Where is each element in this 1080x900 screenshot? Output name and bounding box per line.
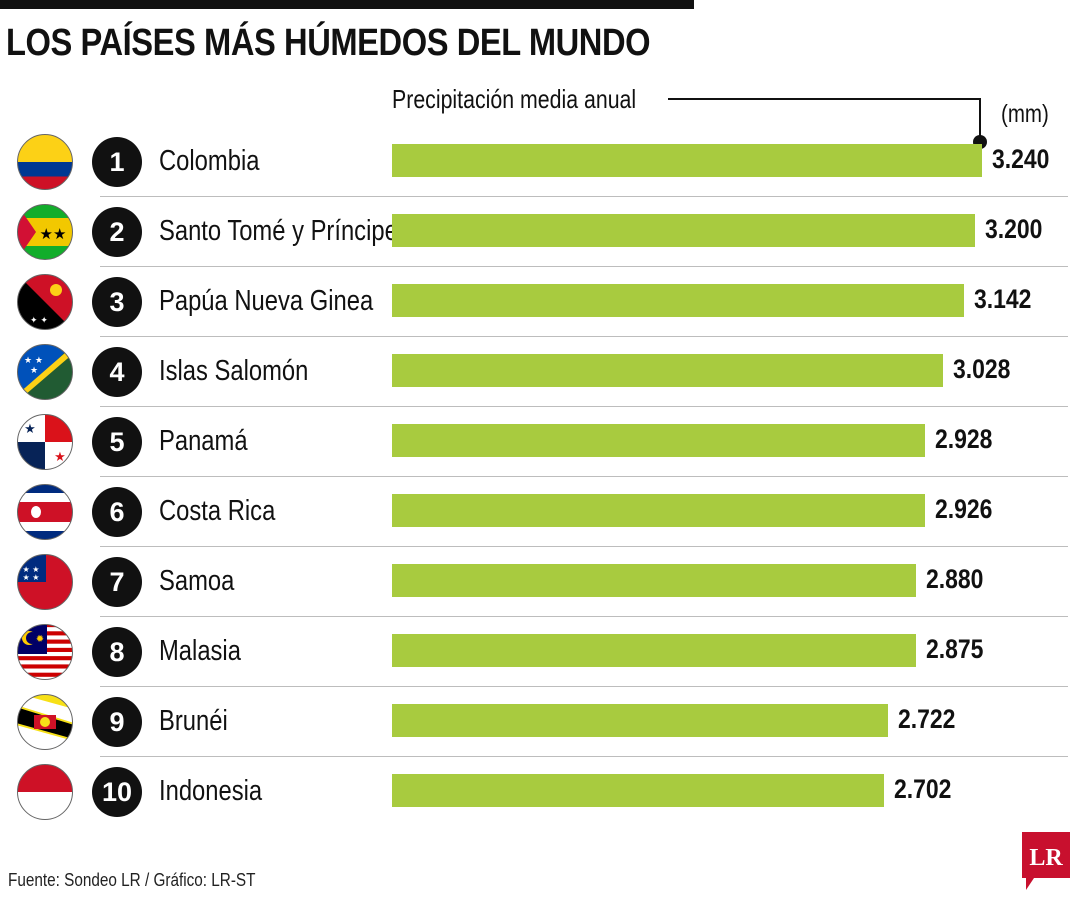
- category-label: Colombia: [159, 145, 260, 177]
- category-label: Costa Rica: [159, 495, 276, 527]
- category-label: Panamá: [159, 425, 248, 457]
- bar: [392, 704, 888, 737]
- bar: [392, 494, 925, 527]
- papua-new-guinea-flag-icon: ✦ ✦: [17, 274, 73, 330]
- value-label: 2.722: [897, 704, 956, 734]
- category-label: Islas Salomón: [159, 355, 309, 387]
- source-note: Fuente: Sondeo LR / Gráfico: LR-ST: [8, 870, 256, 890]
- row-divider: [100, 686, 1068, 687]
- colombia-flag-icon: [17, 134, 73, 190]
- lr-logo: LR: [1022, 832, 1070, 890]
- row-divider: [100, 546, 1068, 547]
- bar: [392, 214, 975, 247]
- unit-label: (mm): [1001, 100, 1049, 128]
- svg-text:★: ★: [24, 422, 36, 437]
- bar-row: ★ ★ ★ 4 Islas Salomón 3.028: [0, 337, 1080, 407]
- logo-text: LR: [1029, 845, 1063, 871]
- panama-flag-icon: ★★: [17, 414, 73, 470]
- brunei-flag-icon: [17, 694, 73, 750]
- costa-rica-flag-icon: [17, 484, 73, 540]
- callout-line-vertical: [979, 98, 981, 140]
- svg-text:✹: ✹: [36, 634, 44, 645]
- row-divider: [100, 336, 1068, 337]
- category-label: Papúa Nueva Ginea: [159, 285, 374, 317]
- value-label: 2.926: [934, 494, 993, 524]
- bar-row: ★ ★ 5 Panamá 2.928: [0, 407, 1080, 477]
- value-label: 2.928: [935, 424, 993, 454]
- rank-badge: 5: [92, 417, 142, 467]
- row-divider: [100, 476, 1068, 477]
- bar: [392, 144, 982, 177]
- svg-text:★: ★: [54, 450, 66, 465]
- sao-tome-flag-icon: ★★: [17, 204, 73, 260]
- bar-row: 1 Colombia 3.240: [0, 127, 1080, 197]
- bar: [392, 354, 944, 387]
- value-label: 3.200: [984, 214, 1043, 244]
- bar-row: 10 Indonesia 2.702: [0, 757, 1080, 827]
- row-divider: [100, 266, 1068, 267]
- row-divider: [100, 616, 1068, 617]
- chart-title: LOS PAÍSES MÁS HÚMEDOS DEL MUNDO: [6, 22, 651, 64]
- rank-badge: 2: [92, 207, 142, 257]
- row-divider: [100, 196, 1068, 197]
- svg-text:★ ★: ★ ★: [23, 565, 40, 574]
- category-label: Indonesia: [159, 775, 263, 807]
- value-label: 2.702: [894, 774, 952, 804]
- row-divider: [100, 406, 1068, 407]
- rank-badge: 10: [92, 767, 142, 817]
- value-label: 3.240: [992, 144, 1050, 174]
- bar: [392, 424, 926, 457]
- malaysia-flag-icon: ✹: [17, 624, 73, 680]
- category-label: Brunéi: [159, 705, 228, 737]
- rank-badge: 1: [92, 137, 142, 187]
- svg-text:★ ★: ★ ★: [24, 356, 43, 366]
- value-label: 3.142: [974, 284, 1032, 314]
- category-label: Santo Tomé y Príncipe: [159, 215, 398, 247]
- rank-badge: 9: [92, 697, 142, 747]
- category-label: Samoa: [159, 565, 235, 597]
- category-label: Malasia: [159, 635, 241, 667]
- svg-text:★★: ★★: [40, 225, 67, 243]
- bar-row: ✹ 8 Malasia 2.875: [0, 617, 1080, 687]
- bar-row: ★★ 2 Santo Tomé y Príncipe 3.200: [0, 197, 1080, 267]
- value-label: 2.880: [926, 564, 984, 594]
- indonesia-flag-icon: [17, 764, 73, 820]
- value-label: 2.875: [925, 634, 983, 664]
- solomon-islands-flag-icon: ★ ★★: [17, 344, 73, 400]
- rank-badge: 7: [92, 557, 142, 607]
- rank-badge: 4: [92, 347, 142, 397]
- bar: [392, 774, 885, 807]
- bar-row: 6 Costa Rica 2.926: [0, 477, 1080, 547]
- bar: [392, 634, 916, 667]
- samoa-flag-icon: ★ ★★ ★: [17, 554, 73, 610]
- svg-text:✦ ✦: ✦ ✦: [30, 316, 48, 326]
- value-label: 3.028: [953, 354, 1011, 384]
- top-rule: [0, 0, 694, 9]
- bar: [392, 284, 965, 317]
- bar: [392, 564, 917, 597]
- svg-text:★ ★: ★ ★: [23, 573, 40, 582]
- rank-badge: 6: [92, 487, 142, 537]
- callout-line: [668, 98, 981, 100]
- bar-row: ★ ★ ★ ★ 7 Samoa 2.880: [0, 547, 1080, 617]
- bar-row: 9 Brunéi 2.722: [0, 687, 1080, 757]
- rank-badge: 3: [92, 277, 142, 327]
- chart-subtitle: Precipitación media anual: [392, 84, 637, 114]
- rank-badge: 8: [92, 627, 142, 677]
- bar-row: ✦ ✦ 3 Papúa Nueva Ginea 3.142: [0, 267, 1080, 337]
- row-divider: [100, 756, 1068, 757]
- svg-text:★: ★: [30, 366, 38, 376]
